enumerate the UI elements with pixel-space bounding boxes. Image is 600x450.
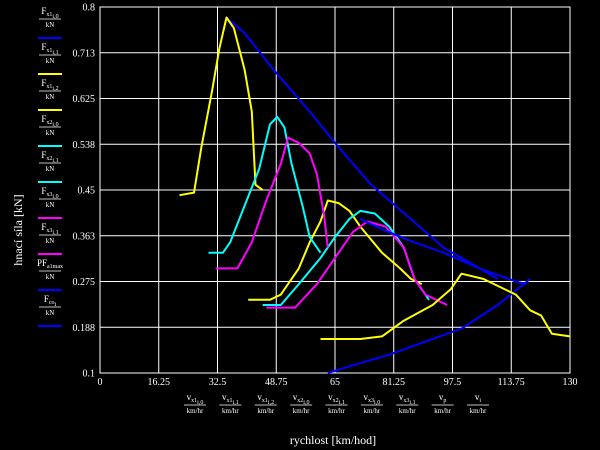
x-tick-label: 32.5 (209, 377, 227, 388)
legend-label-0: Fx1i,0kN (39, 6, 61, 29)
legend-label-3-denominator: kN (46, 129, 55, 137)
x-tick-label: 113.75 (498, 377, 525, 388)
x-tick-label: 65 (330, 377, 340, 388)
legend-label-4-numerator: Fx2i,1 (41, 150, 58, 164)
legend-label-3-numerator: Fx2i,0 (41, 114, 58, 128)
x-series-label-2-numerator: vx1i,2 (257, 392, 274, 406)
legend-label-6-denominator: kN (46, 237, 55, 245)
x-series-label-7-numerator: vp (439, 392, 447, 404)
x-series-label-1-numerator: vx1i,1 (222, 392, 239, 406)
series-line-8 (327, 278, 531, 374)
x-tick-label: 16.25 (148, 377, 171, 388)
data-series (179, 16, 571, 374)
y-tick-label: 0.363 (73, 231, 96, 242)
y-tick-label: 0.625 (73, 94, 96, 105)
series-line-3 (208, 115, 322, 254)
y-tick-label: 0.1 (83, 369, 96, 380)
x-axis-label: rychlost [km/hod] (290, 433, 376, 447)
legend-label-2: Fx1i,2kN (39, 78, 61, 101)
legend-label-8-denominator: kN (46, 309, 55, 317)
x-tick-label: 97.5 (444, 377, 462, 388)
legend-label-2-numerator: Fx1i,2 (41, 78, 58, 92)
legend-label-0-numerator: Fx1i,0 (41, 6, 58, 20)
series-line-1 (179, 16, 264, 197)
legend-label-6-numerator: Fx3i,1 (41, 222, 58, 236)
x-series-label-8: vi km/hr (467, 392, 489, 415)
x-series-label-5: vx3i,0km/hr (360, 392, 383, 415)
y-tick-label: 0.45 (78, 186, 96, 197)
legend-label-4-denominator: kN (46, 165, 55, 173)
x-tick-label: 81.25 (383, 377, 406, 388)
series-line-7 (359, 217, 527, 286)
x-series-label-0-numerator: vx1i,0 (187, 392, 204, 406)
legend-label-7: PFa1max kN (37, 258, 63, 281)
x-tick-label: 130 (563, 377, 578, 388)
x-series-label-8-numerator: vi (475, 392, 482, 404)
legend-label-4: Fx2i,1kN (39, 150, 61, 173)
legend-label-8-numerator: Fcoi (44, 294, 57, 308)
x-series-label-6: vx3i,1km/hr (396, 392, 419, 415)
x-series-labels: vx1i,0km/hrvx1i,1km/hrvx1i,2km/hrvx2i,0k… (184, 392, 489, 415)
legend-label-2-denominator: kN (46, 93, 55, 101)
series-line-5 (215, 136, 329, 270)
y-tick-label: 0.8 (83, 3, 96, 14)
legend-label-5-denominator: kN (46, 201, 55, 209)
legend-label-5: Fx3i,0kN (39, 186, 61, 209)
legend-label-6: Fx3i,1kN (39, 222, 61, 245)
x-series-label-5-denominator: km/hr (364, 407, 381, 415)
legend-label-1-denominator: kN (46, 57, 55, 65)
x-series-label-7: vp km/hr (431, 392, 454, 415)
x-series-label-8-denominator: km/hr (470, 407, 487, 415)
x-series-label-0-denominator: km/hr (187, 407, 204, 415)
x-series-label-6-numerator: vx3i,1 (399, 392, 416, 406)
y-tick-label: 0.275 (73, 277, 96, 288)
x-tick-label: 0 (98, 377, 103, 388)
series-line-9 (320, 272, 571, 340)
y-tick-labels: 0.1 0.188 0.275 0.363 0.45 0.538 0.625 0.713 0.8 (73, 3, 96, 380)
x-series-label-4-numerator: vx2i,1 (328, 392, 345, 406)
legend-label-7-denominator: kN (46, 273, 55, 281)
x-series-label-4: vx2i,1km/hr (325, 392, 348, 415)
legend-label-5-numerator: Fx3i,0 (41, 186, 58, 200)
y-tick-label: 0.538 (73, 140, 96, 151)
x-series-label-6-denominator: km/hr (399, 407, 416, 415)
series-line-0 (225, 16, 499, 280)
x-tick-label: 48.75 (265, 377, 288, 388)
legend-label-1: Fx1i,1kN (39, 42, 61, 65)
y-axis-label: hnací síla [kN] (11, 194, 25, 265)
x-series-label-2: vx1i,2km/hr (254, 392, 277, 415)
series-line-2 (248, 199, 423, 301)
x-series-label-0: vx1i,0km/hr (184, 392, 206, 415)
x-tick-labels: 0 16.25 32.5 48.75 65 81.25 97.5 113.75 130 (98, 377, 578, 388)
x-series-label-4-denominator: km/hr (328, 407, 345, 415)
x-series-label-3-numerator: vx2i,0 (293, 392, 310, 406)
legend: Fx1i,0kNFx1i,1kNFx1i,2kNFx2i,0kNFx2i,1kN… (37, 6, 63, 327)
plot-frame (99, 6, 571, 374)
x-series-label-1: vx1i,1km/hr (219, 392, 242, 415)
x-series-label-5-numerator: vx3i,0 (364, 392, 381, 406)
legend-label-1-numerator: Fx1i,1 (41, 42, 58, 56)
y-tick-label: 0.713 (73, 48, 96, 59)
legend-label-3: Fx2i,0kN (39, 114, 61, 137)
x-series-label-1-denominator: km/hr (222, 407, 239, 415)
legend-label-0-denominator: kN (46, 21, 55, 29)
x-series-label-3-denominator: km/hr (293, 407, 310, 415)
y-tick-label: 0.188 (73, 323, 96, 334)
x-series-label-2-denominator: km/hr (257, 407, 274, 415)
x-series-label-7-denominator: km/hr (434, 407, 451, 415)
legend-label-7-numerator: PFa1max (37, 258, 63, 270)
x-series-label-3: vx2i,0km/hr (290, 392, 313, 415)
